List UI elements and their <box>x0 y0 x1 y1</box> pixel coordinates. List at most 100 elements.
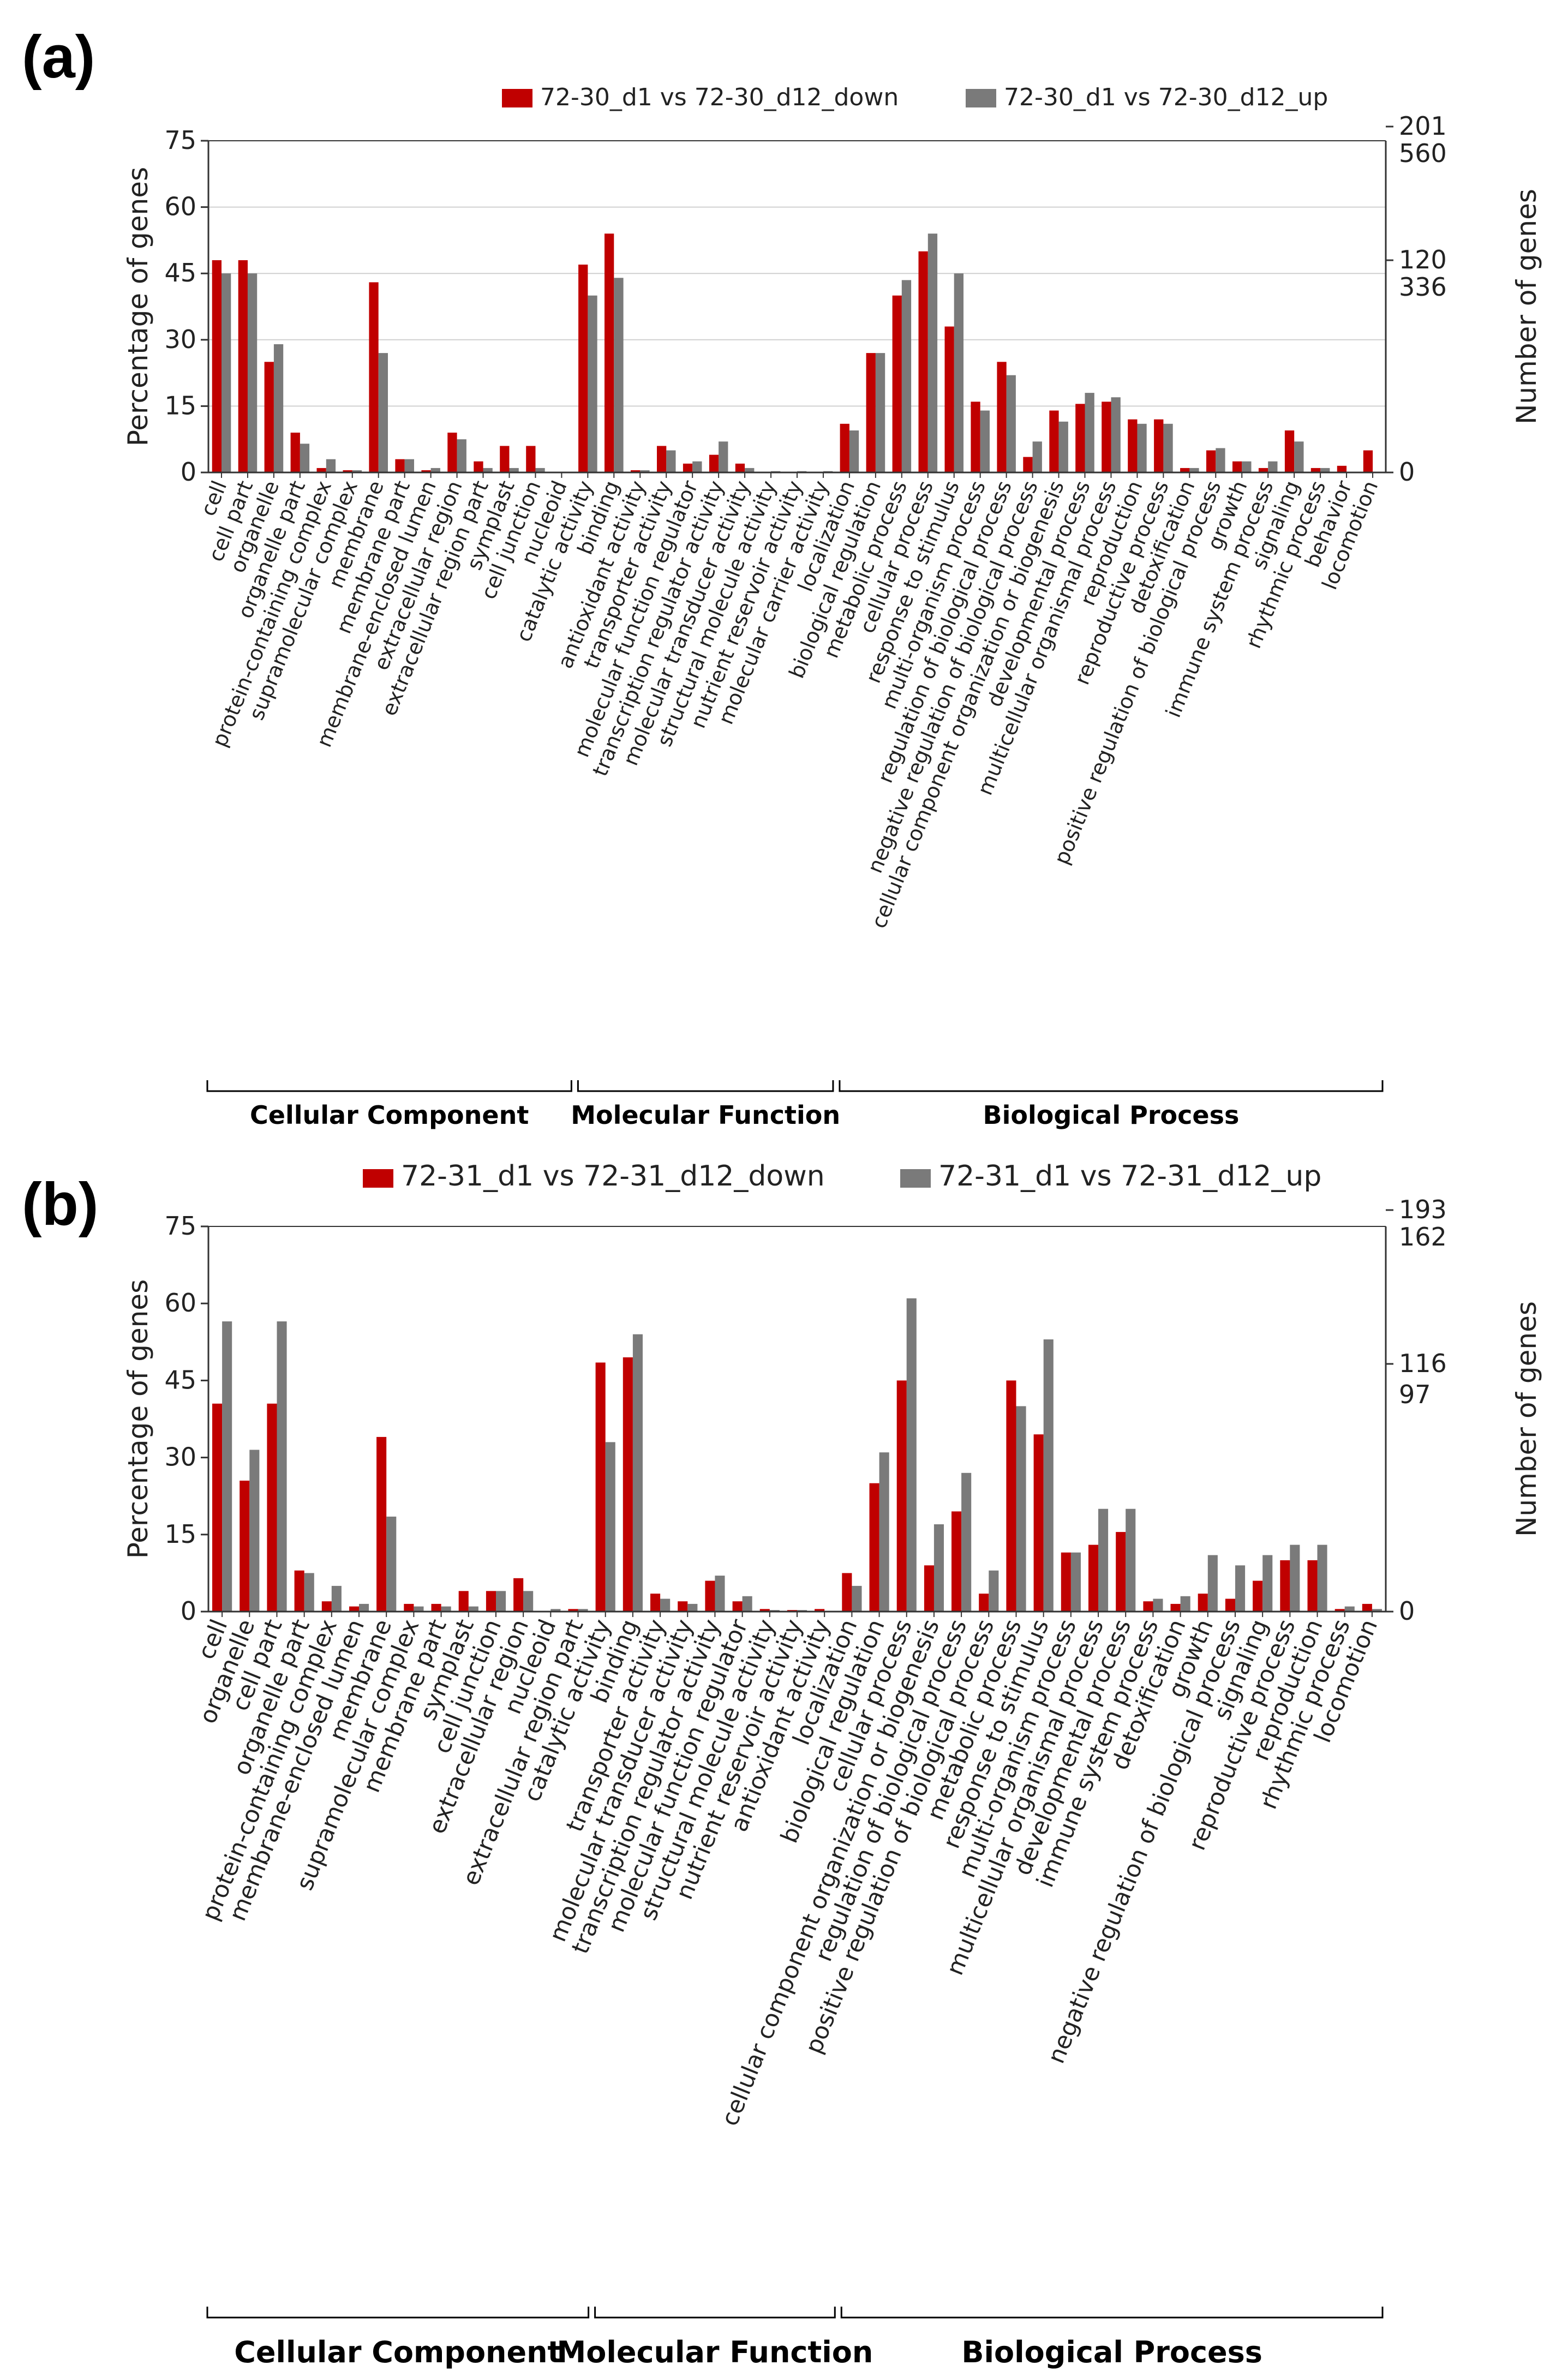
bar-up <box>1153 1598 1163 1612</box>
bar-down <box>705 1580 715 1612</box>
bar-down <box>212 260 222 472</box>
bar-up <box>980 410 990 472</box>
group-bracket <box>206 2307 590 2319</box>
y-tick-label: 0 <box>181 1596 196 1626</box>
bar-down <box>683 463 693 472</box>
y-axis-label: Percentage of genes <box>122 1279 154 1559</box>
bar-down <box>458 1591 469 1612</box>
bar-down <box>1102 402 1111 472</box>
bar-down <box>1033 1434 1044 1612</box>
bar-down <box>290 433 300 472</box>
bar-up <box>1344 1606 1355 1612</box>
bar-up <box>331 1585 342 1612</box>
bar-down <box>1170 1603 1181 1612</box>
panel-letter: (a) <box>22 23 95 91</box>
bar-up <box>660 1598 671 1612</box>
bar-down <box>605 233 614 472</box>
bar-down <box>951 1511 962 1612</box>
bar-down <box>1310 468 1321 472</box>
bar-down <box>404 1603 414 1612</box>
group-bracket <box>206 1080 572 1092</box>
bar-up <box>523 1591 534 1612</box>
bar-down <box>568 1609 578 1612</box>
y2-axis-label: Number of genes <box>1511 189 1542 424</box>
group-label: Molecular Function <box>557 2335 873 2369</box>
bar-up <box>300 444 310 472</box>
group-bracket <box>577 1080 834 1092</box>
bar-down <box>759 1609 770 1612</box>
bar-up <box>901 280 912 472</box>
bar-down <box>918 251 928 472</box>
bar-up <box>1098 1508 1109 1612</box>
bar-down <box>343 470 352 472</box>
bar-down <box>979 1594 989 1612</box>
bar-down <box>1006 1380 1016 1612</box>
bar-up <box>1163 423 1173 472</box>
y-axis-label: Percentage of genes <box>122 167 154 446</box>
bar-up <box>414 1606 424 1612</box>
bar-up <box>441 1606 451 1612</box>
bar-down <box>500 446 510 472</box>
y2-tick-label: 193 <box>1399 1195 1447 1224</box>
bar-up <box>1207 1555 1218 1612</box>
bar-down <box>1284 430 1295 472</box>
bar-up <box>588 295 597 472</box>
bar-down <box>1232 461 1242 472</box>
bar-up <box>715 1576 725 1612</box>
y2-axis-label: Number of genes <box>1511 1301 1542 1537</box>
bar-down <box>321 1601 332 1612</box>
bar-down <box>1258 468 1268 472</box>
bar-up <box>249 1450 260 1612</box>
bar-up <box>359 1603 369 1612</box>
panel-letter: (b) <box>22 1171 98 1238</box>
bar-up <box>483 468 493 472</box>
y-tick-label: 45 <box>164 1365 196 1394</box>
bar-down <box>866 353 876 472</box>
bar-down <box>1206 450 1216 472</box>
bar-up <box>386 1516 397 1612</box>
bar-down <box>316 468 326 472</box>
bar-down <box>735 463 745 472</box>
bar-up <box>954 273 963 472</box>
bar-down <box>294 1570 304 1612</box>
group-label: Cellular Component <box>234 2335 561 2369</box>
bar-up <box>1137 423 1147 472</box>
y-tick-label: 60 <box>164 192 196 221</box>
y-tick-label: 30 <box>164 1442 196 1472</box>
bar-up <box>745 468 755 472</box>
bar-down <box>349 1606 360 1612</box>
bar-down <box>631 470 641 472</box>
bar-down <box>869 1483 879 1612</box>
legend-label: 72-31_d1 vs 72-31_d12_up <box>938 1160 1321 1193</box>
bar-up <box>1294 441 1304 472</box>
bar-down <box>513 1578 524 1612</box>
bar-up <box>277 1321 287 1612</box>
bar-up <box>742 1596 752 1612</box>
bar-up <box>1111 397 1121 472</box>
bar-up <box>1058 421 1068 472</box>
bar-up <box>326 459 336 472</box>
y2-tick-label: 97 <box>1399 1380 1431 1409</box>
bar-up <box>849 430 859 472</box>
bar-up <box>614 278 624 472</box>
bar-up <box>457 439 466 472</box>
bar-down <box>595 1362 606 1612</box>
bar-down <box>896 1380 907 1612</box>
bar-up <box>989 1570 999 1612</box>
bar-down <box>892 295 902 472</box>
bar-down <box>1280 1560 1290 1612</box>
bar-up <box>247 273 258 472</box>
y2-tick-label: 0 <box>1399 1596 1415 1626</box>
group-label: Molecular Function <box>571 1100 840 1130</box>
y-tick-label: 15 <box>164 1519 196 1549</box>
y2-tick-label: 120 <box>1399 245 1447 274</box>
legend-swatch <box>966 89 996 107</box>
bar-up <box>1032 441 1042 472</box>
bar-up <box>632 1334 643 1612</box>
bar-up <box>961 1472 972 1612</box>
bar-up <box>430 468 440 472</box>
bar-up <box>1242 461 1252 472</box>
bar-down <box>238 260 248 472</box>
bar-down <box>264 362 274 472</box>
